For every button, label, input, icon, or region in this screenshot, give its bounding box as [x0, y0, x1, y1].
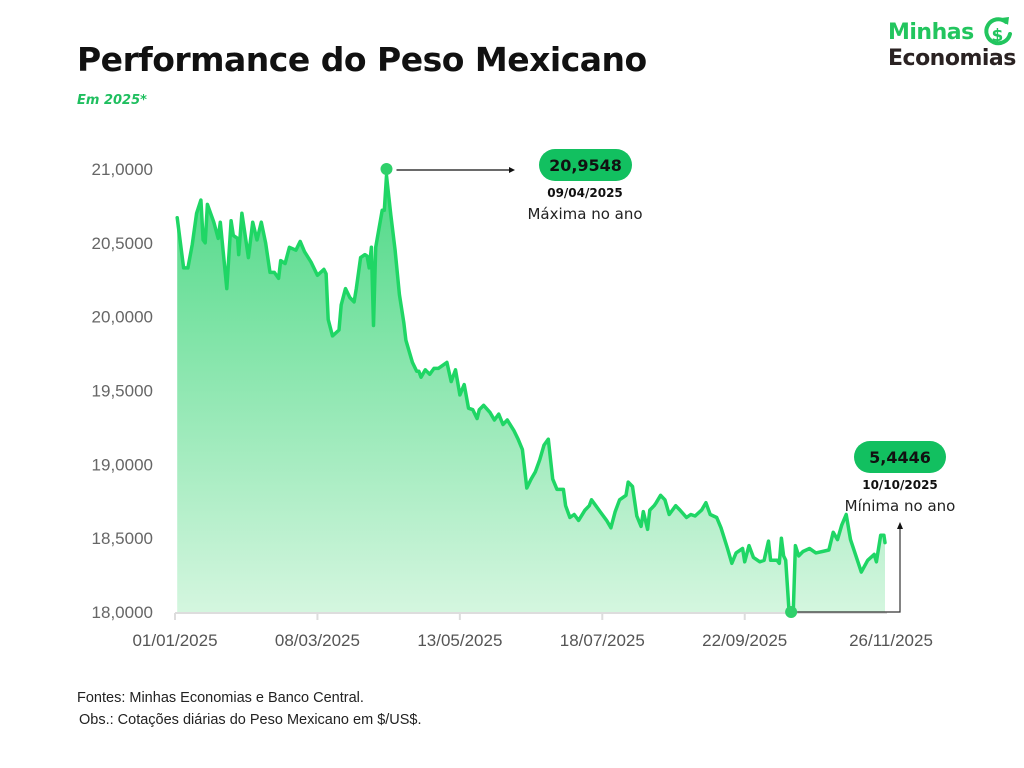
brand-logo: Minhas Economias $ [888, 14, 1020, 76]
min-connector [797, 528, 901, 613]
min-point-marker [785, 606, 798, 618]
min-value-badge: 5,4446 [854, 441, 946, 473]
page-title: Performance do Peso Mexicano [77, 40, 647, 79]
logo-line-1: Minhas [888, 20, 974, 45]
y-tick-label: 20,5000 [92, 234, 153, 253]
x-axis: 01/01/2025 08/03/2025 13/05/2025 18/07/2025… [132, 612, 933, 650]
x-tick-label: 26/11/2025 [849, 631, 933, 650]
min-arrowhead [897, 522, 903, 529]
x-tick-label: 22/09/2025 [702, 631, 787, 650]
dollar-circle-arrow-icon: $ [984, 17, 1012, 46]
x-tick-label: 01/01/2025 [132, 631, 217, 650]
y-tick-label: 18,5000 [92, 529, 153, 548]
observation-note: Obs.: Cotações diárias do Peso Mexicano … [79, 712, 422, 728]
max-label: Máxima no ano [527, 205, 643, 223]
y-tick-label: 18,0000 [92, 603, 153, 622]
max-date: 09/04/2025 [547, 186, 623, 200]
y-tick-label: 21,0000 [92, 160, 153, 179]
max-point-marker [380, 163, 393, 175]
y-tick-label: 19,5000 [92, 382, 153, 401]
x-tick-label: 18/07/2025 [560, 631, 645, 650]
y-axis: 21,0000 20,5000 20,0000 19,5000 19,0000 18,50… [92, 160, 153, 622]
min-label: Mínima no ano [844, 497, 956, 515]
min-date: 10/10/2025 [862, 478, 938, 492]
x-tick-label: 13/05/2025 [417, 631, 502, 650]
x-tick-label: 08/03/2025 [275, 631, 360, 650]
max-arrowhead [509, 167, 515, 173]
series-area-fill [177, 175, 885, 612]
series-line [175, 173, 887, 613]
annotation-markers [380, 163, 903, 618]
svg-text:$: $ [992, 26, 1004, 46]
max-value-badge: 20,9548 [539, 149, 632, 181]
y-tick-label: 20,0000 [92, 308, 153, 327]
y-tick-label: 19,0000 [92, 455, 153, 474]
logo-line-2: Economias [888, 46, 1016, 71]
page-subtitle: Em 2025* [77, 93, 147, 108]
sources-note: Fontes: Minhas Economias e Banco Central… [77, 690, 364, 706]
